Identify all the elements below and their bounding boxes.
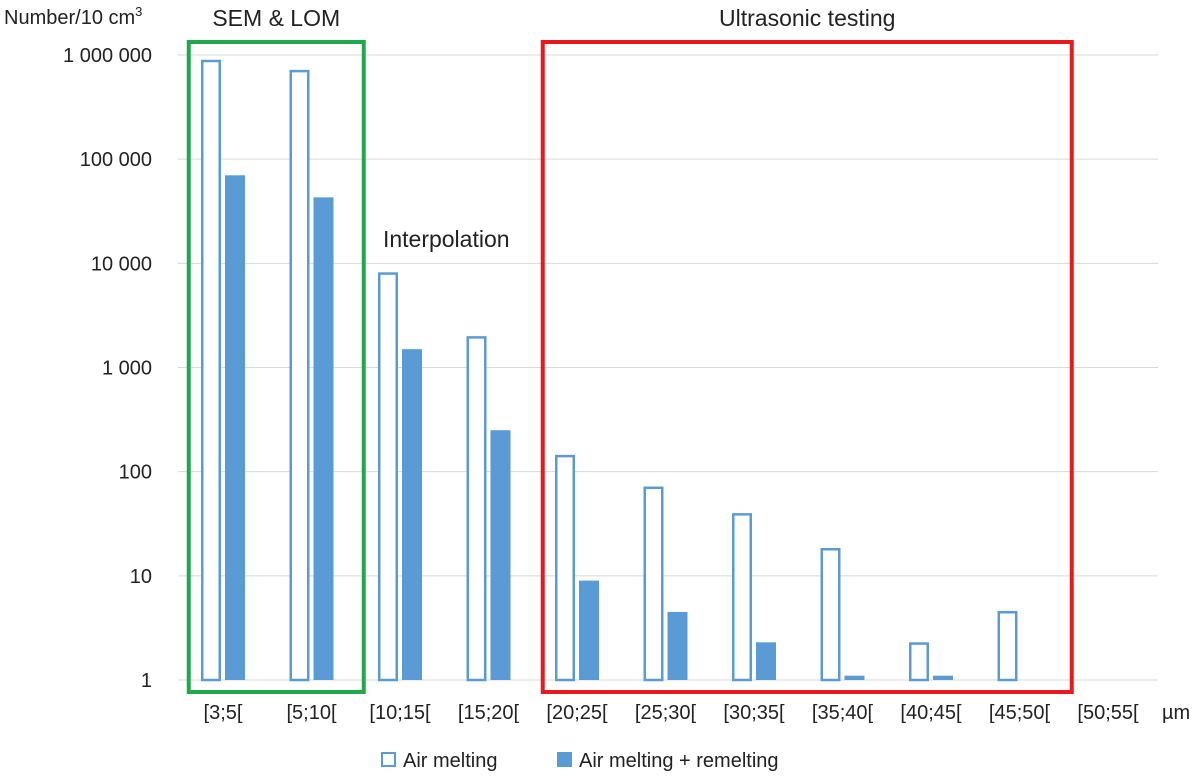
bar-air-melting (909, 642, 929, 682)
annotation-boxes-layer (186, 40, 1074, 694)
y-tick-label: 1 (141, 670, 152, 692)
legend-label: Air melting + remelting (579, 750, 779, 772)
grid-layer (178, 54, 1158, 681)
x-tick-label: [45;50[ (989, 702, 1051, 724)
x-tick-label: [35;40[ (812, 702, 874, 724)
x-tick-label: [10;15[ (369, 702, 431, 724)
bar-air-melting (643, 486, 664, 682)
x-axis-unit: µm (1162, 702, 1190, 724)
bar-air-melting (820, 548, 841, 682)
bar-air-melting (378, 272, 398, 682)
bar-air-melting (555, 454, 575, 682)
y-tick-label: 10 (130, 566, 152, 588)
labels-layer: Number/10 cm3 µm 1 10 100 1 000 10 000 100 00… (4, 4, 1190, 724)
y-tick-label: 100 000 (80, 149, 152, 171)
annotation-label: SEM & LOM (212, 5, 340, 31)
bar-air-melting-remelting (579, 580, 599, 680)
legend-swatch (381, 752, 396, 767)
x-tick-label: [40;45[ (900, 702, 962, 724)
y-tick-label: 1 000 (102, 358, 152, 380)
x-tick-label: [15;20[ (458, 702, 520, 724)
bar-air-melting-remelting (490, 430, 511, 680)
bar-air-melting (732, 513, 752, 682)
legend-swatch (557, 752, 572, 767)
bar-air-melting-remelting (225, 175, 245, 680)
y-tick-label: 10 000 (91, 253, 152, 275)
y-tick-label: 100 (119, 462, 152, 484)
x-tick-label: [25;30[ (635, 702, 697, 724)
bar-air-melting (997, 610, 1018, 682)
annotation-box (540, 40, 1074, 694)
x-tick-label: [20;25[ (546, 702, 608, 724)
annotation-label: Ultrasonic testing (719, 5, 895, 31)
x-tick-label: [50;55[ (1077, 702, 1139, 724)
bar-air-melting-remelting (933, 675, 953, 680)
bar-air-melting-remelting (844, 675, 865, 680)
bar-air-melting-remelting (756, 642, 776, 680)
bars-layer (201, 59, 1018, 682)
x-tick-label: [30;35[ (723, 702, 785, 724)
y-axis-title: Number/10 cm3 (4, 4, 142, 29)
bar-air-melting (201, 59, 221, 682)
y-axis-title-superscript: 3 (135, 4, 142, 19)
annotation-label: Interpolation (383, 226, 510, 252)
legend-item-air-melting-remelting: Air melting + remelting (557, 750, 779, 772)
legend-item-air-melting: Air melting (381, 750, 497, 772)
x-tick-label: [5;10[ (286, 702, 336, 724)
bar-air-melting (466, 336, 487, 682)
bar-air-melting-remelting (667, 611, 688, 680)
bar-air-melting-remelting (313, 197, 334, 680)
x-tick-label: [3;5[ (204, 702, 243, 724)
y-tick-label: 1 000 000 (63, 45, 152, 67)
bar-air-melting-remelting (402, 349, 422, 680)
bar-air-melting (289, 69, 310, 682)
legend: Air melting Air melting + remelting (381, 750, 779, 772)
legend-label: Air melting (403, 750, 497, 772)
annotation-box (186, 40, 366, 694)
